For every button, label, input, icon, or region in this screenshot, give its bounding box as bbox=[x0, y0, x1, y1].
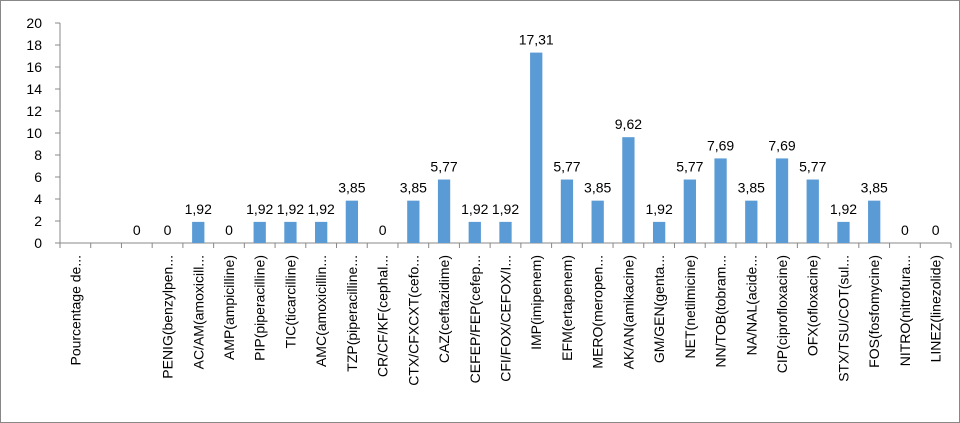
x-tick-label: CAZ(ceftazidime) bbox=[436, 255, 452, 363]
x-tick-label: NA/NAL(acide... bbox=[743, 255, 759, 355]
value-label: 3,85 bbox=[338, 180, 365, 196]
bar bbox=[683, 179, 696, 243]
y-tick-label: 6 bbox=[34, 169, 42, 185]
bar bbox=[499, 221, 512, 243]
value-label: 0 bbox=[133, 222, 141, 238]
x-tick-label: OFX(ofloxacine) bbox=[805, 255, 821, 356]
y-tick-label: 14 bbox=[26, 81, 42, 97]
y-tick-label: 10 bbox=[26, 125, 42, 141]
x-tick-label: PENIG(benzylpen... bbox=[160, 255, 176, 379]
bar bbox=[591, 200, 604, 243]
value-label: 9,62 bbox=[615, 116, 642, 132]
x-tick-label: CTX/CFXCXT(cefo... bbox=[405, 255, 421, 386]
value-label: 0 bbox=[164, 222, 172, 238]
bar bbox=[468, 221, 481, 243]
x-tick-label: Pourcentage de... bbox=[67, 255, 83, 366]
value-label: 3,85 bbox=[584, 180, 611, 196]
bar bbox=[437, 179, 451, 243]
value-label: 1,92 bbox=[246, 201, 273, 217]
bar bbox=[745, 200, 758, 243]
x-tick-label: MERO(meropen... bbox=[590, 255, 606, 369]
x-tick-label: GM/GEN(genta... bbox=[651, 255, 667, 363]
x-tick-label: NN/TOB(tobram... bbox=[713, 255, 729, 368]
x-tick-label: PIP(piperacilline) bbox=[252, 255, 268, 361]
bar bbox=[868, 200, 881, 243]
x-tick-label: LINEZ(linezolide) bbox=[928, 255, 944, 362]
value-label: 0 bbox=[379, 222, 387, 238]
x-tick-label: EFM(ertapenem) bbox=[559, 255, 575, 361]
x-tick-label: IMP(imipenem) bbox=[528, 255, 544, 350]
x-tick-label: AMC(amoxicillin... bbox=[313, 255, 329, 367]
y-tick-label: 2 bbox=[34, 213, 42, 229]
value-label: 0 bbox=[225, 222, 233, 238]
bar bbox=[345, 200, 359, 243]
value-label: 3,85 bbox=[400, 180, 427, 196]
bar bbox=[714, 158, 727, 243]
bar bbox=[530, 52, 543, 244]
value-label: 7,69 bbox=[707, 137, 734, 153]
value-label: 1,92 bbox=[277, 201, 304, 217]
bar bbox=[622, 137, 635, 243]
x-tick-label: TZP(piperacilline... bbox=[344, 255, 360, 372]
x-tick-label: TIC(ticarcilline) bbox=[282, 255, 298, 348]
bar bbox=[652, 221, 666, 243]
y-tick-label: 0 bbox=[34, 235, 42, 251]
value-label: 5,77 bbox=[553, 159, 580, 175]
bar bbox=[253, 221, 266, 243]
value-label: 0 bbox=[932, 222, 940, 238]
x-tick-label: NET(netilmicine) bbox=[682, 255, 698, 358]
value-label: 5,77 bbox=[430, 159, 457, 175]
bar bbox=[775, 158, 789, 243]
value-label: 1,92 bbox=[308, 201, 335, 217]
value-label: 1,92 bbox=[645, 201, 672, 217]
value-label: 0 bbox=[901, 222, 909, 238]
value-label: 17,31 bbox=[519, 32, 554, 48]
x-tick-label: FOS(fosfomycine) bbox=[866, 255, 882, 368]
value-label: 1,92 bbox=[492, 201, 519, 217]
x-tick-label: CEFEP/FEP(cefep... bbox=[467, 255, 483, 383]
value-label: 5,77 bbox=[799, 159, 826, 175]
bar bbox=[284, 221, 297, 243]
value-label: 1,92 bbox=[185, 201, 212, 217]
bar bbox=[192, 221, 205, 243]
bar bbox=[315, 221, 328, 243]
value-label: 7,69 bbox=[768, 137, 795, 153]
bar bbox=[560, 179, 574, 243]
x-tick-label: AC/AM(amoxicill... bbox=[190, 255, 206, 369]
bar bbox=[837, 221, 850, 243]
y-tick-label: 20 bbox=[26, 15, 42, 31]
value-label: 1,92 bbox=[830, 201, 857, 217]
value-label: 1,92 bbox=[461, 201, 488, 217]
y-tick-label: 4 bbox=[34, 191, 42, 207]
bar bbox=[407, 200, 420, 243]
x-tick-label: AK/AN(amikacine) bbox=[620, 255, 636, 369]
value-label: 3,85 bbox=[861, 180, 888, 196]
x-tick-label: NITRO(nitrofura... bbox=[897, 255, 913, 366]
y-tick-label: 16 bbox=[26, 59, 42, 75]
value-label: 5,77 bbox=[676, 159, 703, 175]
x-tick-label: AMP(ampicilline) bbox=[221, 255, 237, 360]
x-tick-label: CFI/FOX/CEFOX/I... bbox=[498, 255, 514, 382]
y-tick-label: 12 bbox=[26, 103, 42, 119]
y-tick-label: 18 bbox=[26, 37, 42, 53]
bar bbox=[806, 179, 819, 243]
x-tick-label: CR/CF/KF(cephal... bbox=[375, 255, 391, 377]
y-tick-label: 8 bbox=[34, 147, 42, 163]
x-tick-label: CIP(ciprofloxacine) bbox=[774, 255, 790, 373]
x-tick-label: STX/TSU/COT(sul... bbox=[835, 255, 851, 382]
value-label: 3,85 bbox=[738, 180, 765, 196]
